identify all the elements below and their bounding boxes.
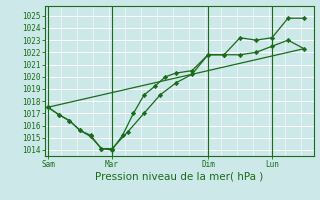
X-axis label: Pression niveau de la mer( hPa ): Pression niveau de la mer( hPa ) [95, 172, 263, 182]
